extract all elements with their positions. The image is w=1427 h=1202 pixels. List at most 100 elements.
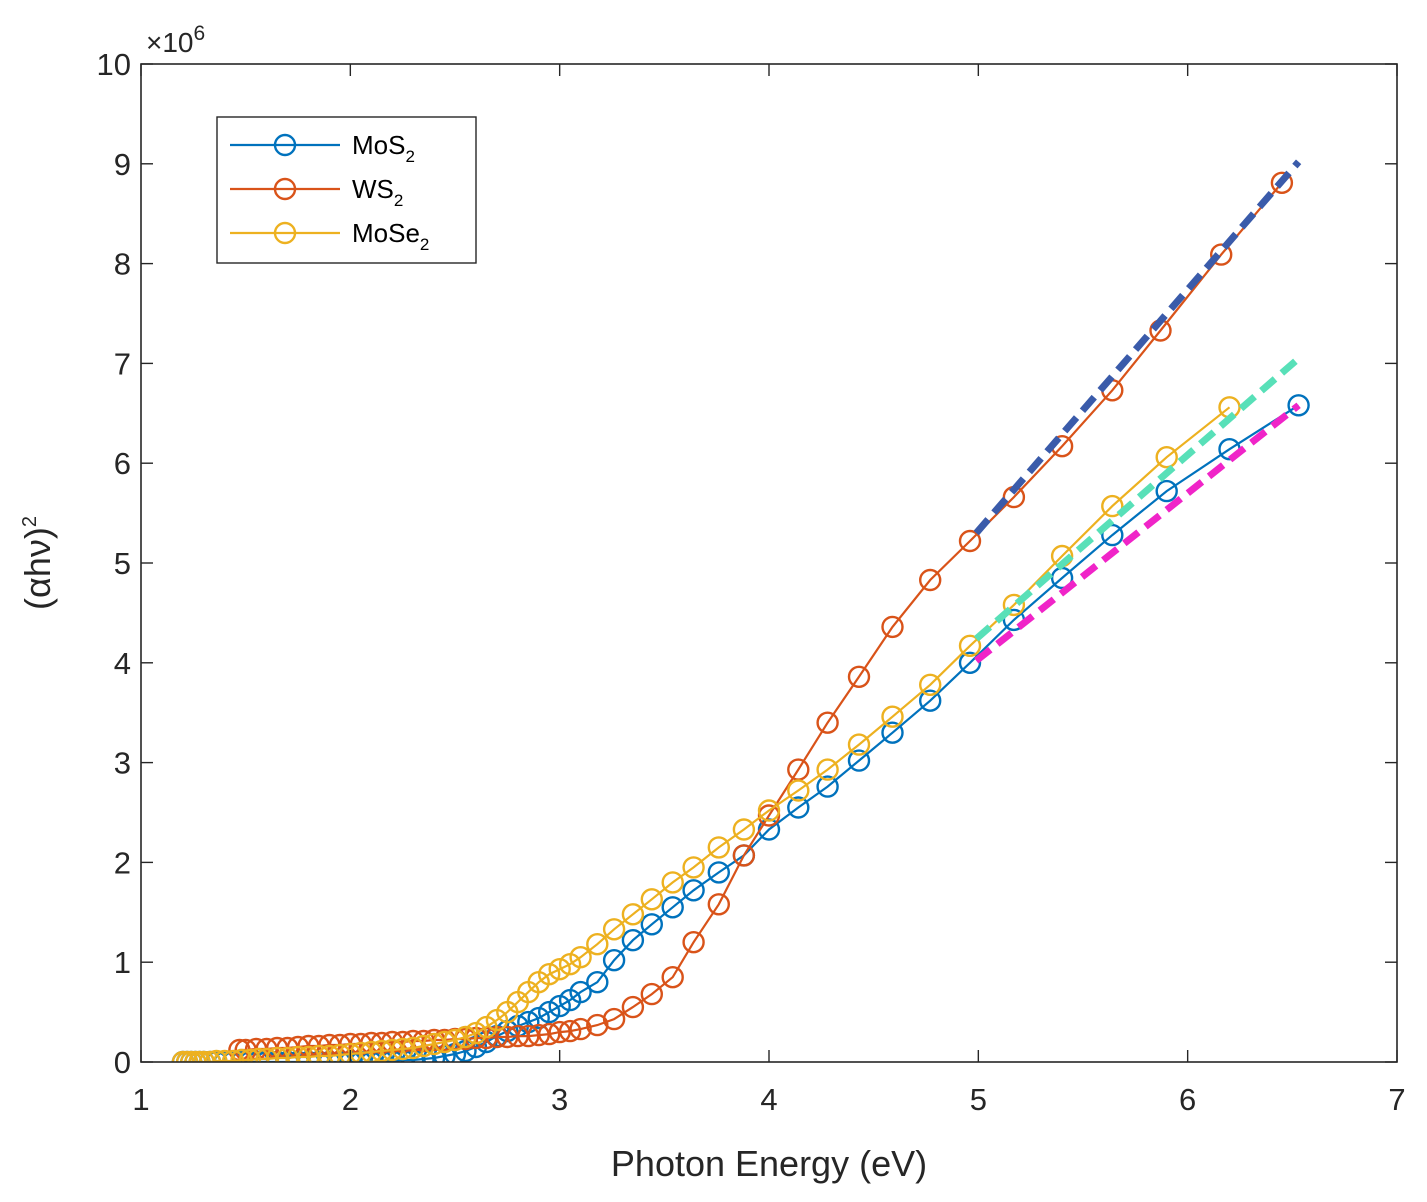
data-point: [1270, 171, 1294, 195]
data-point: [919, 689, 942, 712]
data-point: [586, 971, 609, 994]
data-point: [732, 844, 756, 867]
data-point: [661, 871, 684, 894]
series-mose2: [171, 396, 1241, 1062]
fit-line-layer: [973, 159, 1302, 664]
legend-label: WS2: [352, 174, 403, 210]
data-point: [682, 879, 705, 902]
y-axis-label: (αhν)2: [17, 516, 58, 610]
data-point: [454, 1025, 477, 1049]
data-point: [548, 1020, 571, 1044]
data-point: [787, 779, 810, 802]
data-point: [707, 893, 730, 916]
data-point: [602, 1007, 626, 1031]
data-point: [602, 949, 626, 972]
data-point: [919, 673, 942, 696]
series-line: [182, 406, 1231, 1062]
data-point: [538, 963, 561, 986]
data-point: [1155, 479, 1178, 503]
data-point: [640, 888, 663, 911]
data-point: [527, 1023, 550, 1047]
data-point: [661, 896, 684, 919]
data-point: [230, 1050, 253, 1062]
data-point: [391, 1037, 414, 1061]
data-point: [881, 615, 904, 639]
x-axis-label: Photon Energy (eV): [611, 1143, 927, 1184]
data-point: [569, 946, 592, 969]
y-tick-label: 10: [97, 47, 131, 82]
data-point: [192, 1050, 215, 1062]
legend-entry: MoSe2: [230, 218, 429, 254]
data-point: [816, 758, 839, 781]
x-tick-label: 5: [970, 1082, 987, 1117]
data-point: [707, 861, 730, 884]
data-point: [464, 1021, 488, 1045]
series-layer: [171, 171, 1310, 1062]
data-point: [1101, 494, 1124, 518]
fit-line: [973, 159, 1302, 536]
legend-entry: WS2: [230, 174, 403, 210]
legend-label: MoS2: [352, 130, 415, 166]
y-tick-label: 2: [114, 845, 131, 880]
data-point: [881, 705, 904, 728]
data-point: [661, 966, 684, 989]
data-point: [586, 933, 609, 956]
data-point: [205, 1049, 228, 1062]
data-point: [847, 665, 871, 688]
data-point: [847, 749, 871, 772]
data-point: [238, 1048, 262, 1062]
x-tick-label: 1: [132, 1082, 149, 1117]
data-point: [213, 1049, 236, 1062]
data-point: [621, 929, 645, 952]
data-point: [787, 796, 810, 819]
data-point: [816, 775, 839, 798]
legend-marker: [273, 177, 297, 201]
y-tick-label: 4: [114, 646, 131, 681]
data-point: [881, 721, 904, 744]
data-point: [707, 836, 730, 859]
data-point: [221, 1049, 245, 1062]
y-tick-label: 0: [114, 1045, 131, 1080]
data-point: [558, 1019, 582, 1043]
data-point: [682, 931, 705, 954]
data-point: [538, 1000, 561, 1024]
data-point: [1287, 394, 1310, 417]
y-tick-label: 6: [114, 446, 131, 481]
data-point: [286, 1050, 310, 1062]
data-point: [548, 958, 571, 981]
data-point: [307, 1050, 331, 1062]
fit-line: [973, 355, 1301, 642]
fit-line: [974, 402, 1301, 664]
y-tick-label: 5: [114, 546, 131, 581]
data-point: [682, 856, 705, 879]
data-point: [816, 711, 839, 734]
data-point: [433, 1030, 456, 1054]
data-point: [958, 634, 982, 657]
y-tick-label: 1: [114, 945, 131, 980]
data-point: [443, 1028, 467, 1052]
data-point: [919, 568, 942, 592]
data-point: [732, 818, 756, 841]
data-point: [569, 1017, 592, 1041]
data-point: [757, 799, 781, 822]
y-tick-label: 9: [114, 147, 131, 182]
legend: MoS2 WS2 MoSe2: [216, 116, 477, 264]
data-point: [1002, 593, 1026, 617]
x-tick-label: 4: [760, 1082, 777, 1117]
data-point: [412, 1034, 435, 1058]
y-axis-multiplier: ×106: [146, 22, 205, 58]
legend-marker: [273, 221, 297, 245]
x-tick-label: 6: [1179, 1082, 1196, 1117]
data-point: [602, 918, 626, 941]
y-tick-label: 3: [114, 746, 131, 781]
data-point: [847, 733, 871, 756]
data-point: [958, 529, 982, 553]
data-point: [538, 1022, 561, 1046]
data-point: [401, 1036, 425, 1060]
x-tick-label: 7: [1388, 1082, 1405, 1117]
data-point: [422, 1032, 446, 1056]
legend-entry: MoS2: [230, 130, 415, 166]
